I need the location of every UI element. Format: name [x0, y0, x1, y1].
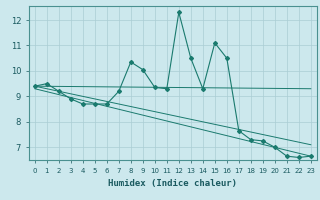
X-axis label: Humidex (Indice chaleur): Humidex (Indice chaleur) [108, 179, 237, 188]
